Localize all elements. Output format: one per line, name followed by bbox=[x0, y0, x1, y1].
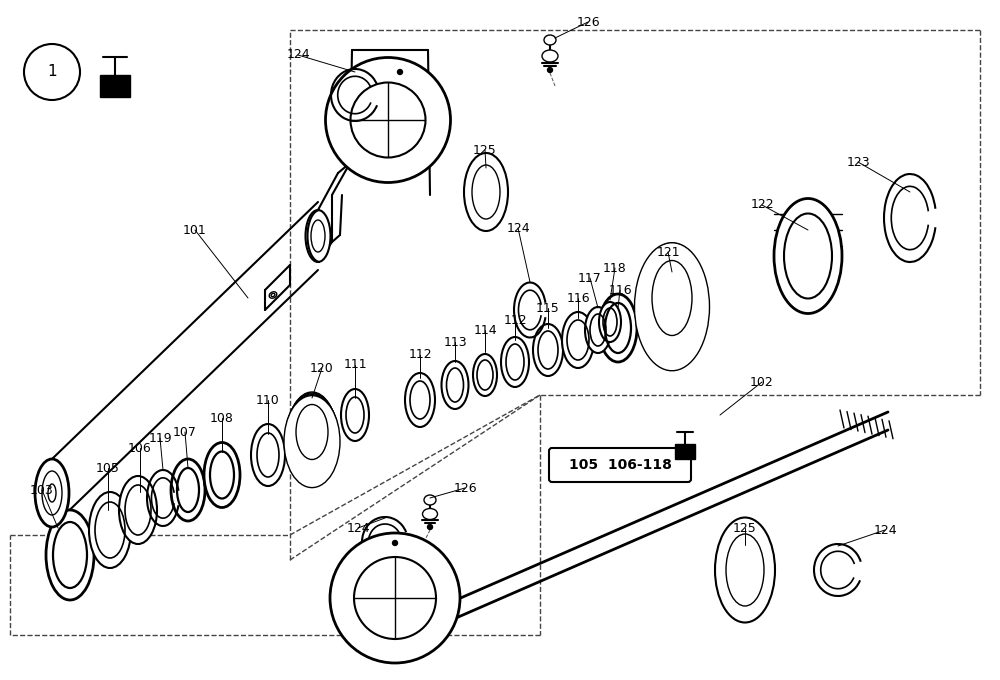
Text: 110: 110 bbox=[256, 394, 280, 407]
Text: 126: 126 bbox=[576, 16, 600, 29]
Text: 107: 107 bbox=[173, 426, 197, 439]
Text: 120: 120 bbox=[310, 362, 334, 375]
Ellipse shape bbox=[204, 443, 240, 507]
Text: 103: 103 bbox=[30, 483, 54, 496]
Ellipse shape bbox=[585, 307, 611, 353]
Ellipse shape bbox=[284, 396, 340, 488]
Ellipse shape bbox=[639, 243, 705, 360]
Ellipse shape bbox=[326, 58, 450, 182]
Text: 108: 108 bbox=[210, 411, 234, 424]
Text: 117: 117 bbox=[578, 271, 602, 284]
Ellipse shape bbox=[251, 424, 285, 486]
Ellipse shape bbox=[286, 394, 338, 480]
Text: 101: 101 bbox=[183, 224, 207, 237]
Text: 124: 124 bbox=[506, 222, 530, 235]
Text: 116: 116 bbox=[566, 292, 590, 305]
Ellipse shape bbox=[715, 517, 775, 622]
FancyBboxPatch shape bbox=[675, 444, 695, 459]
Ellipse shape bbox=[442, 361, 468, 409]
Text: 121: 121 bbox=[656, 245, 680, 258]
Ellipse shape bbox=[544, 35, 556, 45]
Text: 106: 106 bbox=[128, 441, 152, 454]
Ellipse shape bbox=[542, 50, 558, 62]
Text: 105: 105 bbox=[96, 462, 120, 475]
Ellipse shape bbox=[642, 244, 702, 352]
Text: 124: 124 bbox=[873, 524, 897, 537]
Ellipse shape bbox=[562, 312, 594, 368]
Text: 124: 124 bbox=[286, 48, 310, 61]
Text: 118: 118 bbox=[603, 262, 627, 275]
Text: 112: 112 bbox=[408, 348, 432, 362]
Ellipse shape bbox=[638, 243, 706, 363]
Ellipse shape bbox=[119, 476, 157, 544]
Ellipse shape bbox=[422, 509, 438, 520]
Ellipse shape bbox=[285, 394, 339, 483]
FancyBboxPatch shape bbox=[100, 75, 130, 97]
Text: 112: 112 bbox=[503, 313, 527, 326]
Text: 102: 102 bbox=[750, 375, 774, 388]
Text: 114: 114 bbox=[473, 324, 497, 337]
Text: 1: 1 bbox=[47, 65, 57, 80]
Ellipse shape bbox=[341, 389, 369, 441]
Ellipse shape bbox=[306, 210, 330, 262]
Ellipse shape bbox=[171, 459, 205, 521]
Text: 125: 125 bbox=[733, 522, 757, 534]
Ellipse shape bbox=[533, 324, 563, 376]
Text: 113: 113 bbox=[443, 335, 467, 348]
Ellipse shape bbox=[398, 69, 402, 75]
Ellipse shape bbox=[635, 243, 710, 371]
Ellipse shape bbox=[640, 243, 704, 356]
Circle shape bbox=[24, 44, 80, 100]
Ellipse shape bbox=[774, 199, 842, 313]
Ellipse shape bbox=[35, 459, 69, 527]
Text: 123: 123 bbox=[846, 156, 870, 169]
Ellipse shape bbox=[424, 495, 436, 505]
Text: 124: 124 bbox=[346, 522, 370, 534]
Ellipse shape bbox=[89, 492, 131, 568]
Text: 116: 116 bbox=[608, 284, 632, 296]
Ellipse shape bbox=[269, 292, 277, 299]
Ellipse shape bbox=[405, 373, 435, 427]
Ellipse shape bbox=[473, 354, 497, 396]
Ellipse shape bbox=[464, 153, 508, 231]
Ellipse shape bbox=[548, 67, 552, 73]
Text: 115: 115 bbox=[536, 301, 560, 314]
Text: 125: 125 bbox=[473, 143, 497, 156]
Ellipse shape bbox=[636, 243, 708, 367]
Ellipse shape bbox=[287, 393, 337, 476]
Text: 126: 126 bbox=[453, 481, 477, 494]
Ellipse shape bbox=[392, 541, 398, 545]
Ellipse shape bbox=[428, 524, 432, 530]
Text: 119: 119 bbox=[148, 432, 172, 445]
Ellipse shape bbox=[46, 510, 94, 600]
Text: 111: 111 bbox=[343, 358, 367, 371]
FancyBboxPatch shape bbox=[549, 448, 691, 482]
Ellipse shape bbox=[599, 302, 621, 342]
Text: 105  106-118: 105 106-118 bbox=[569, 458, 671, 472]
Ellipse shape bbox=[599, 294, 637, 362]
Ellipse shape bbox=[288, 392, 336, 472]
Text: 122: 122 bbox=[750, 199, 774, 211]
Ellipse shape bbox=[501, 337, 529, 387]
Ellipse shape bbox=[330, 533, 460, 663]
